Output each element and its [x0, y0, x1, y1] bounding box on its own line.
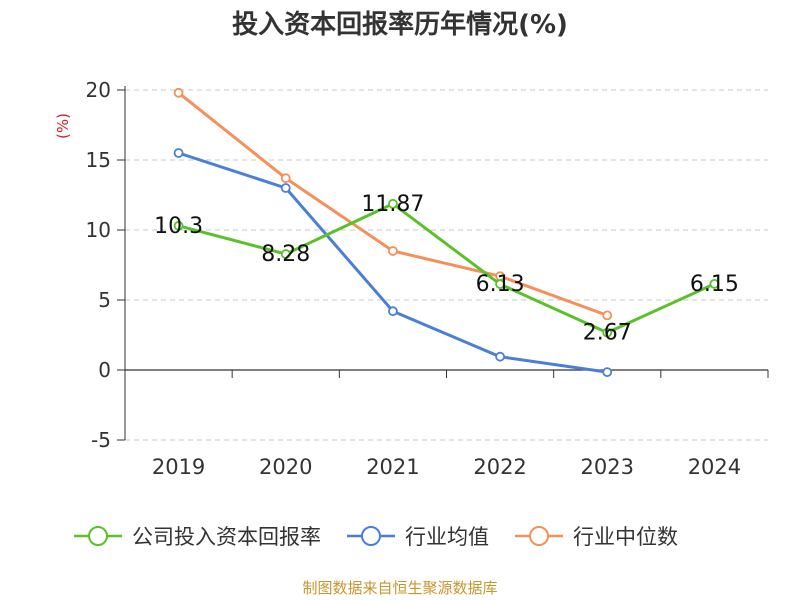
legend-label: 行业均值: [405, 525, 489, 549]
data-point: [602, 327, 613, 338]
legend-marker-icon: [515, 526, 563, 546]
legend-label: 行业中位数: [573, 525, 678, 549]
data-point: [173, 220, 184, 231]
legend-label: 公司投入资本回报率: [132, 525, 321, 549]
source-note: 制图数据来自恒生聚源数据库: [302, 579, 498, 597]
x-tick-label: 2023: [581, 455, 634, 479]
data-label: 11.87: [361, 192, 424, 217]
data-point: [495, 279, 505, 290]
x-tick-label: 2024: [688, 455, 741, 479]
data-point: [173, 148, 184, 158]
legend-item[interactable]: 行业均值: [345, 521, 489, 551]
data-label: 6.15: [690, 272, 739, 297]
data-point: [602, 367, 613, 378]
chart-title: 投入资本回报率历年情况(%): [232, 10, 568, 40]
legend-marker-icon: [74, 526, 122, 546]
legend: 公司投入资本回报率 行业均值 行业中位数: [72, 521, 702, 551]
data-point: [280, 173, 291, 184]
data-point: [602, 310, 613, 321]
y-tick-label: -5: [91, 428, 111, 452]
legend-marker-icon: [347, 526, 395, 546]
data-point: [388, 306, 398, 317]
x-tick-label: 2022: [473, 455, 526, 479]
grid-lines: [125, 89, 768, 441]
data-point: [709, 278, 720, 289]
y-tick-label: 10: [86, 218, 111, 242]
data-label: 8.28: [261, 242, 310, 267]
data-point: [495, 351, 505, 362]
y-tick-label: 15: [86, 148, 111, 172]
series-line: [178, 202, 716, 335]
data-labels: 10.3 8.28 11.87 6.13 2.67 6.15: [154, 192, 739, 346]
data-label: 10.3: [154, 214, 203, 239]
data-point: [280, 183, 291, 193]
data-point: [280, 249, 291, 259]
y-tick-label: 20: [86, 78, 111, 102]
x-tick-label: 2019: [152, 455, 205, 479]
data-label: 6.13: [476, 272, 525, 297]
legend-item[interactable]: 公司投入资本回报率: [72, 521, 321, 551]
x-tick-label: 2021: [366, 455, 419, 479]
y-axis-label: (%): [54, 113, 72, 139]
y-tick-label: 5: [98, 288, 111, 312]
x-tick-label: 2020: [259, 455, 312, 479]
data-point: [173, 87, 184, 98]
data-point: [388, 246, 398, 256]
y-tick-label: 0: [98, 358, 111, 382]
series-lines: [173, 87, 720, 378]
series-line: [178, 151, 608, 374]
axes: 20 15 10 5 0 -5 2019 2020 2021 2022 2023 2024 (%): [54, 78, 769, 479]
data-point: [388, 198, 398, 209]
legend-item[interactable]: 行业中位数: [513, 521, 678, 551]
data-label: 2.67: [583, 321, 632, 346]
